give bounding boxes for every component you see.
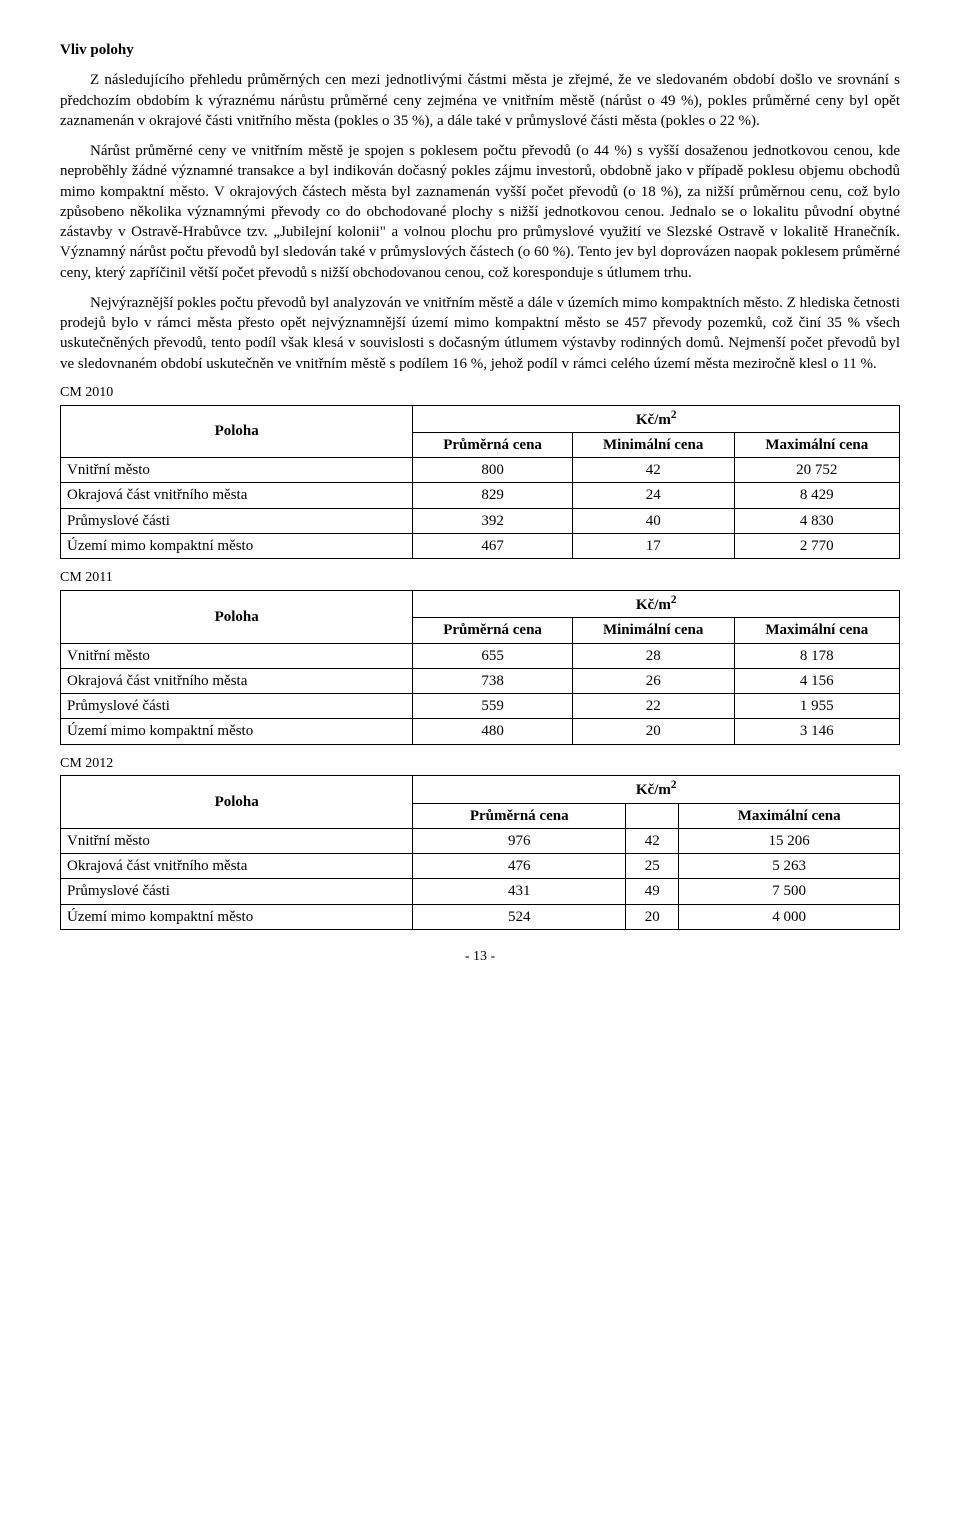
cell-max: 2 770	[734, 533, 899, 558]
cell-max: 8 429	[734, 483, 899, 508]
col-header-poloha: Poloha	[61, 776, 413, 829]
cell-max: 15 206	[679, 828, 900, 853]
table-row: Okrajová část vnitřního města 738 26 4 1…	[61, 668, 900, 693]
table-row: Průmyslové části 392 40 4 830	[61, 508, 900, 533]
cell-avg: 829	[413, 483, 572, 508]
table-row: Okrajová část vnitřního města 829 24 8 4…	[61, 483, 900, 508]
cell-avg: 431	[413, 879, 626, 904]
table-cm2011: Poloha Kč/m2 Průměrná cena Minimální cen…	[60, 590, 900, 745]
cell-max: 1 955	[734, 694, 899, 719]
row-label: Území mimo kompaktní město	[61, 719, 413, 744]
table-header-row-1: Poloha Kč/m2	[61, 591, 900, 618]
cell-avg: 480	[413, 719, 572, 744]
col-header-unit: Kč/m2	[413, 776, 900, 803]
cell-avg: 392	[413, 508, 572, 533]
table-row: Vnitřní město 800 42 20 752	[61, 458, 900, 483]
page-number: - 13 -	[60, 948, 900, 967]
cell-min: 20	[626, 904, 679, 929]
cell-max: 5 263	[679, 854, 900, 879]
cell-min: 28	[572, 643, 734, 668]
cell-avg: 476	[413, 854, 626, 879]
col-header-min: Minimální cena	[572, 618, 734, 643]
paragraph-3: Nejvýraznější pokles počtu převodů byl a…	[60, 293, 900, 374]
unit-prefix: Kč/m	[636, 412, 671, 428]
table-row: Okrajová část vnitřního města 476 25 5 2…	[61, 854, 900, 879]
row-label: Vnitřní město	[61, 828, 413, 853]
row-label: Okrajová část vnitřního města	[61, 483, 413, 508]
row-label: Území mimo kompaktní město	[61, 533, 413, 558]
paragraph-2: Nárůst průměrné ceny ve vnitřním městě j…	[60, 141, 900, 283]
cell-avg: 800	[413, 458, 572, 483]
col-header-poloha: Poloha	[61, 405, 413, 458]
cell-max: 20 752	[734, 458, 899, 483]
table-row: Vnitřní město 976 42 15 206	[61, 828, 900, 853]
cell-max: 7 500	[679, 879, 900, 904]
table-header-row-1: Poloha Kč/m2	[61, 405, 900, 432]
col-header-avg: Průměrná cena	[413, 803, 626, 828]
table-row: Území mimo kompaktní město 480 20 3 146	[61, 719, 900, 744]
cell-min: 42	[572, 458, 734, 483]
row-label: Vnitřní město	[61, 643, 413, 668]
table-cm2010: Poloha Kč/m2 Průměrná cena Minimální cen…	[60, 405, 900, 560]
table-row: Území mimo kompaktní město 524 20 4 000	[61, 904, 900, 929]
col-header-unit: Kč/m2	[413, 405, 900, 432]
table-cm2012: Poloha Kč/m2 Průměrná cena Maximální cen…	[60, 775, 900, 930]
cell-min: 40	[572, 508, 734, 533]
paragraph-1: Z následujícího přehledu průměrných cen …	[60, 70, 900, 131]
section-heading: Vliv polohy	[60, 40, 900, 60]
cell-min: 20	[572, 719, 734, 744]
row-label: Průmyslové části	[61, 879, 413, 904]
cell-min: 42	[626, 828, 679, 853]
col-header-max: Maximální cena	[679, 803, 900, 828]
cell-min: 26	[572, 668, 734, 693]
cell-max: 3 146	[734, 719, 899, 744]
row-label: Průmyslové části	[61, 508, 413, 533]
row-label: Vnitřní město	[61, 458, 413, 483]
cell-max: 4 000	[679, 904, 900, 929]
table-row: Vnitřní město 655 28 8 178	[61, 643, 900, 668]
cell-min: 25	[626, 854, 679, 879]
col-header-avg: Průměrná cena	[413, 618, 572, 643]
table-row: Území mimo kompaktní město 467 17 2 770	[61, 533, 900, 558]
row-label: Okrajová část vnitřního města	[61, 854, 413, 879]
table-header-row-1: Poloha Kč/m2	[61, 776, 900, 803]
table-label-cm2011: CM 2011	[60, 569, 900, 588]
table-label-cm2010: CM 2010	[60, 384, 900, 403]
col-header-unit: Kč/m2	[413, 591, 900, 618]
col-header-max: Maximální cena	[734, 432, 899, 457]
table-row: Průmyslové části 559 22 1 955	[61, 694, 900, 719]
cell-min: 22	[572, 694, 734, 719]
unit-prefix: Kč/m	[636, 782, 671, 798]
cell-min: 49	[626, 879, 679, 904]
table-row: Průmyslové části 431 49 7 500	[61, 879, 900, 904]
cell-min: 17	[572, 533, 734, 558]
unit-super: 2	[671, 779, 677, 791]
col-header-max: Maximální cena	[734, 618, 899, 643]
cell-avg: 738	[413, 668, 572, 693]
cell-avg: 559	[413, 694, 572, 719]
unit-prefix: Kč/m	[636, 597, 671, 613]
col-header-poloha: Poloha	[61, 591, 413, 644]
unit-super: 2	[671, 409, 677, 421]
row-label: Okrajová část vnitřního města	[61, 668, 413, 693]
cell-max: 8 178	[734, 643, 899, 668]
col-header-min: Minimální cena	[572, 432, 734, 457]
cell-avg: 467	[413, 533, 572, 558]
col-header-min	[626, 803, 679, 828]
cell-avg: 655	[413, 643, 572, 668]
cell-max: 4 156	[734, 668, 899, 693]
cell-min: 24	[572, 483, 734, 508]
col-header-avg: Průměrná cena	[413, 432, 572, 457]
cell-avg: 524	[413, 904, 626, 929]
cell-avg: 976	[413, 828, 626, 853]
row-label: Území mimo kompaktní město	[61, 904, 413, 929]
row-label: Průmyslové části	[61, 694, 413, 719]
table-label-cm2012: CM 2012	[60, 755, 900, 774]
cell-max: 4 830	[734, 508, 899, 533]
unit-super: 2	[671, 594, 677, 606]
